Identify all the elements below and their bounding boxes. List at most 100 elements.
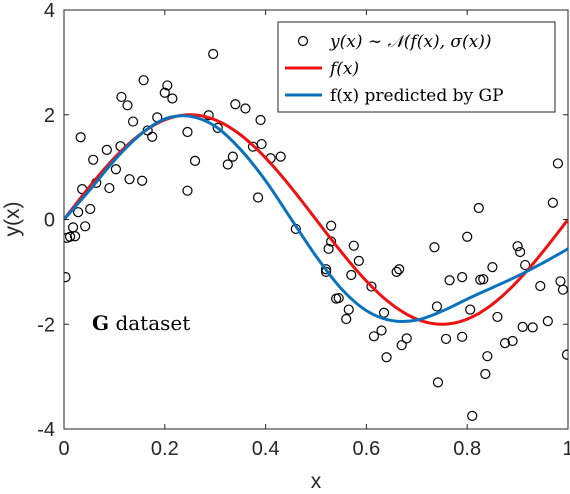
scatter-point bbox=[110, 164, 122, 175]
scatter-point bbox=[69, 231, 81, 242]
y-tick-label: -2 bbox=[37, 314, 55, 336]
scatter-point bbox=[85, 203, 96, 215]
scatter-point bbox=[275, 151, 286, 162]
scatter-point bbox=[552, 158, 564, 169]
scatter-point bbox=[124, 174, 135, 185]
scatter-point bbox=[457, 272, 468, 283]
scatter-point bbox=[101, 144, 112, 155]
scatter-point bbox=[167, 93, 178, 104]
scatter-point bbox=[429, 242, 440, 253]
scatter-point bbox=[473, 202, 484, 214]
scatter-point bbox=[561, 349, 568, 360]
scatter-point bbox=[73, 207, 84, 218]
scatter-point bbox=[230, 99, 241, 110]
scatter-point bbox=[535, 280, 546, 292]
scatter-point bbox=[122, 100, 133, 111]
y-axis-label: y(x) bbox=[1, 202, 24, 237]
scatter-point bbox=[222, 159, 233, 170]
legend-box bbox=[277, 21, 556, 113]
scatter-point bbox=[147, 131, 158, 142]
y-tick-label: 2 bbox=[44, 105, 55, 127]
scatter-point bbox=[376, 325, 387, 336]
scatter-point bbox=[482, 351, 493, 362]
series-layer bbox=[64, 48, 568, 422]
gp-prediction-line bbox=[64, 114, 568, 324]
scatter-point bbox=[182, 126, 193, 138]
x-tick-label: 1 bbox=[562, 438, 570, 460]
scatter-point bbox=[478, 274, 489, 285]
scatter-point bbox=[256, 138, 267, 150]
scatter-point bbox=[462, 231, 473, 242]
legend: y(x) ∼ 𝒩(f(x), σ(x)) f(x) f(x) predicted… bbox=[277, 21, 556, 113]
scatter-point bbox=[381, 352, 392, 363]
scatter-point bbox=[75, 132, 86, 143]
scatter-point bbox=[465, 304, 476, 315]
y-tick-label: 0 bbox=[44, 210, 55, 232]
scatter-point bbox=[331, 293, 342, 304]
scatter-point bbox=[326, 220, 337, 231]
x-tick-label: 0.4 bbox=[252, 438, 280, 460]
x-tick-label: 0.8 bbox=[453, 438, 481, 460]
scatter-point bbox=[467, 410, 478, 422]
legend-label-f: f(x) bbox=[328, 59, 359, 79]
annotation-bold: G bbox=[92, 311, 109, 335]
scatter-point bbox=[127, 116, 139, 127]
scatter-point bbox=[104, 182, 115, 194]
scatter-point bbox=[348, 240, 359, 251]
x-axis-label: x bbox=[311, 470, 322, 493]
scatter-point bbox=[557, 284, 568, 295]
scatter-point bbox=[431, 301, 443, 312]
scatter-point bbox=[480, 368, 491, 380]
scatter-point bbox=[517, 321, 528, 332]
legend-label-scatter: y(x) ∼ 𝒩(f(x), σ(x)) bbox=[329, 32, 491, 52]
svg-text:G dataset: G dataset bbox=[92, 311, 190, 335]
scatter-point bbox=[323, 243, 334, 254]
scatter-point bbox=[343, 304, 354, 315]
scatter-point bbox=[227, 151, 238, 162]
scatter-point bbox=[320, 266, 332, 277]
scatter-point bbox=[457, 331, 468, 342]
scatter-point bbox=[116, 91, 127, 103]
scatter-point bbox=[527, 322, 538, 333]
legend-label-gp: f(x) predicted by GP bbox=[330, 86, 504, 106]
scatter-point bbox=[366, 281, 377, 292]
scatter-point bbox=[492, 311, 503, 323]
scatter-point bbox=[391, 266, 402, 277]
scatter-point bbox=[138, 75, 149, 86]
scatter-point bbox=[396, 340, 407, 351]
x-tick-label: 0 bbox=[58, 438, 69, 460]
scatter-point bbox=[353, 255, 364, 266]
scatter-point bbox=[368, 331, 380, 342]
scatter-point bbox=[401, 333, 412, 344]
y-tick-label: -4 bbox=[37, 419, 55, 441]
scatter-point bbox=[432, 377, 444, 388]
scatter-point bbox=[80, 221, 91, 232]
scatter-point bbox=[182, 185, 193, 196]
scatter-point bbox=[137, 175, 148, 186]
scatter-point bbox=[189, 155, 201, 166]
scatter-point bbox=[487, 262, 498, 273]
scatter-point bbox=[512, 241, 523, 252]
annotation-text: dataset bbox=[109, 311, 190, 335]
scatter-point bbox=[64, 272, 71, 283]
scatter-point bbox=[255, 114, 266, 126]
legend-marker-scatter bbox=[297, 35, 309, 47]
y-tick-label: 4 bbox=[44, 0, 55, 22]
x-tick-label: 0.2 bbox=[151, 438, 179, 460]
scatter-point bbox=[341, 313, 352, 325]
scatter-point bbox=[547, 197, 558, 208]
scatter-point bbox=[542, 316, 553, 327]
scatter-point bbox=[346, 269, 357, 281]
tick-layer: 0 0.2 0.4 0.6 0.8 1 -4 -2 0 2 4 bbox=[37, 0, 570, 460]
scatter-point bbox=[212, 122, 223, 133]
scatter-point bbox=[499, 338, 511, 349]
scatter-point bbox=[520, 259, 531, 271]
scatter-point bbox=[440, 333, 452, 345]
x-tick-label: 0.6 bbox=[352, 438, 380, 460]
scatter-point bbox=[159, 87, 170, 98]
scatter-point bbox=[394, 264, 405, 275]
annotation-g-dataset: G dataset bbox=[92, 311, 190, 335]
scatter-point bbox=[444, 275, 455, 286]
scatter-point bbox=[515, 246, 526, 258]
